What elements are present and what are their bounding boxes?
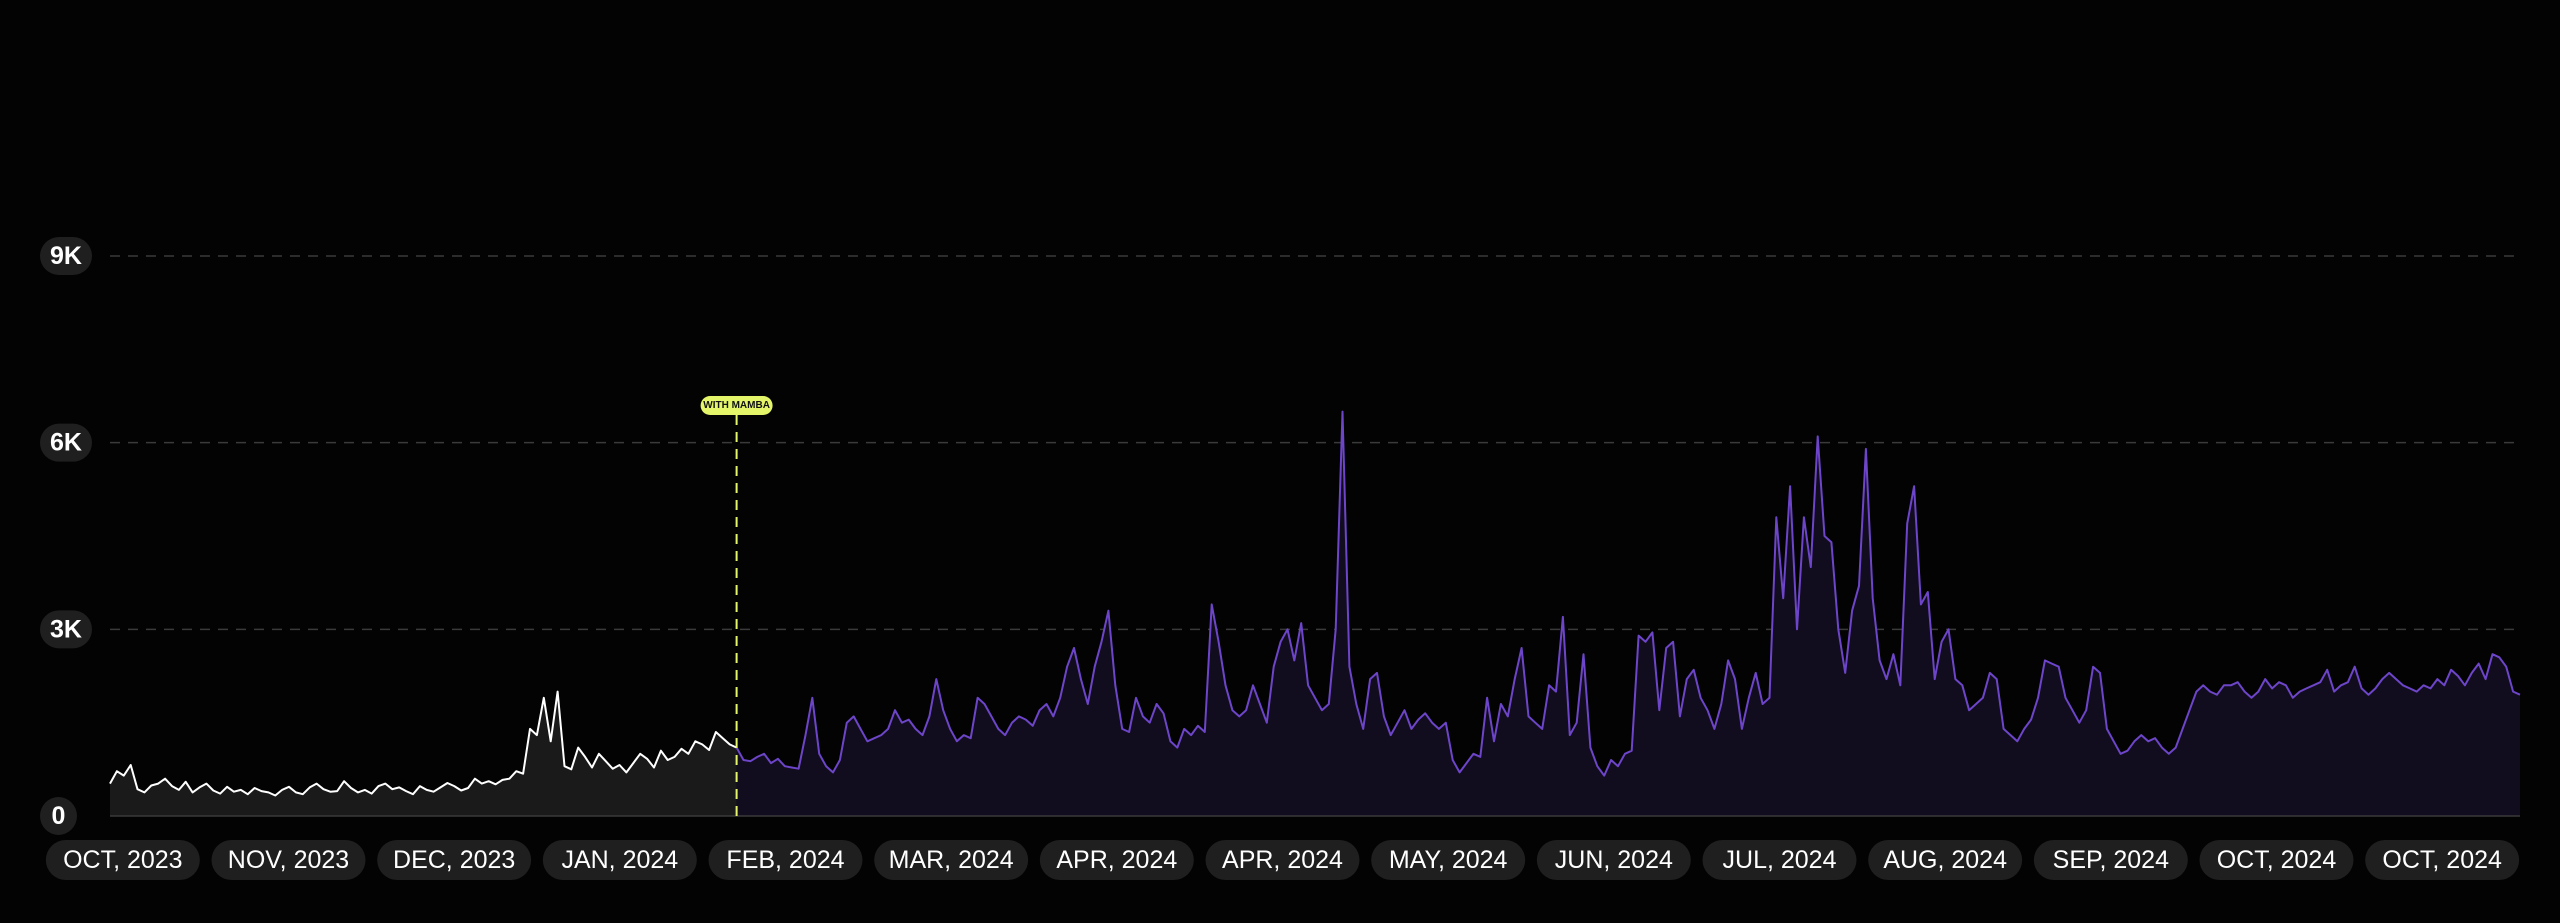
y-tick-label: 9K (50, 242, 82, 270)
x-tick-pill (874, 840, 1029, 880)
series-line-with-mamba (735, 410, 2521, 777)
x-tick-pill (2365, 840, 2520, 880)
with-mamba-marker: WITH MAMBA (700, 396, 773, 816)
x-tick-pill (1868, 840, 2023, 880)
x-tick-pill (45, 840, 200, 880)
x-tick-label: MAR, 2024 (889, 846, 1014, 874)
gridlines (110, 255, 2520, 631)
series-lines (109, 410, 2521, 797)
x-tick-pill (1205, 840, 1360, 880)
series-line-before-mamba (109, 690, 738, 797)
x-tick-label: JUN, 2024 (1555, 846, 1673, 874)
x-tick-label: OCT, 2024 (2217, 846, 2337, 874)
x-tick-pill (708, 840, 863, 880)
x-tick-pill (2199, 840, 2354, 880)
y-tick-label: 0 (52, 802, 66, 830)
area-with-mamba (736, 411, 2520, 816)
x-tick-label: OCT, 2023 (63, 846, 183, 874)
x-tick-label: NOV, 2023 (228, 846, 349, 874)
x-tick-label: MAY, 2024 (1389, 846, 1508, 874)
y-axis-ticks: 0 3K 6K 9K (40, 237, 92, 835)
x-tick-pill (377, 840, 532, 880)
x-tick-label: SEP, 2024 (2053, 846, 2169, 874)
x-axis-ticks: OCT, 2023 NOV, 2023 DEC, 2023 JAN, 2024 FEB,… (45, 840, 2520, 880)
x-tick-pill (2033, 840, 2188, 880)
x-tick-label: JAN, 2024 (561, 846, 678, 874)
x-tick-label: OCT, 2024 (2382, 846, 2502, 874)
x-tick-label: APR, 2024 (1056, 846, 1177, 874)
y-tick-pill (40, 423, 92, 462)
marker-badge (700, 396, 773, 415)
x-tick-label: DEC, 2023 (393, 846, 515, 874)
x-tick-pill (1371, 840, 1526, 880)
x-tick-pill (542, 840, 697, 880)
x-tick-pill (1702, 840, 1857, 880)
y-tick-label: 3K (50, 615, 82, 643)
x-tick-pill (1039, 840, 1194, 880)
x-tick-label: APR, 2024 (1222, 846, 1343, 874)
y-tick-label: 6K (50, 429, 82, 457)
x-tick-pill (1536, 840, 1691, 880)
y-tick-pill (40, 610, 92, 649)
x-tick-label: AUG, 2024 (1883, 846, 2007, 874)
y-tick-pill (40, 797, 77, 835)
x-tick-label: JUL, 2024 (1723, 846, 1837, 874)
area-fills (110, 411, 2520, 816)
x-tick-pill (211, 840, 366, 880)
area-before-mamba (110, 691, 737, 816)
x-tick-label: FEB, 2024 (726, 846, 844, 874)
marker-label: WITH MAMBA (703, 400, 770, 411)
y-tick-pill (40, 237, 92, 275)
